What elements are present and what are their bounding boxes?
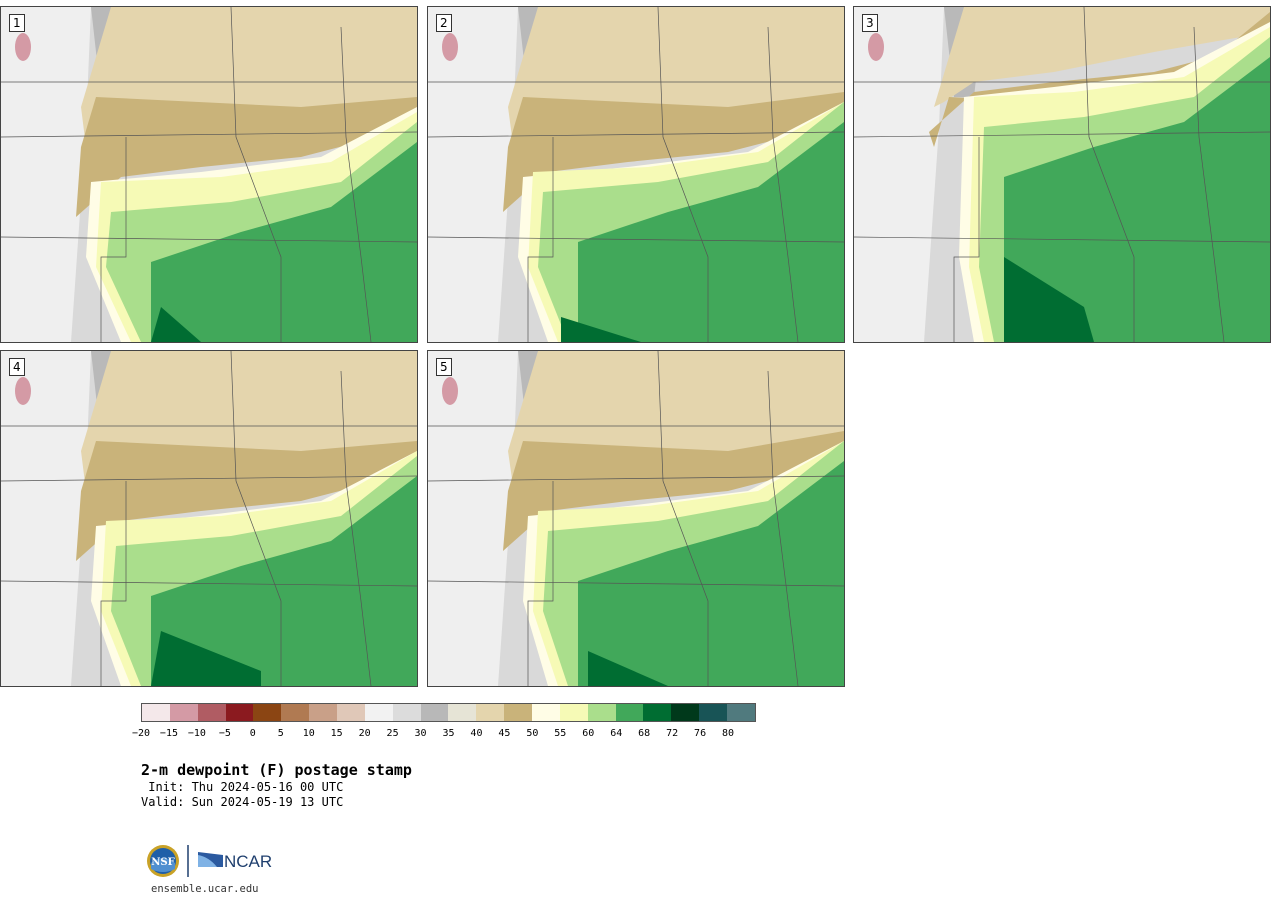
map-fill — [1, 7, 417, 342]
colorbar-swatch — [699, 704, 728, 721]
member-label: 5 — [436, 358, 452, 376]
colorbar-swatch — [392, 704, 421, 721]
colorbar-tick-label: −10 — [187, 728, 206, 739]
map-fill — [428, 7, 844, 342]
colorbar-tick-label: 30 — [414, 728, 427, 739]
state-boundaries — [428, 351, 844, 686]
map-fill — [854, 7, 1270, 342]
ncar-logo-icon: NCAR — [198, 852, 272, 871]
ncar-text: NCAR — [224, 852, 272, 871]
colorbar-swatch — [587, 704, 616, 721]
colorbar-tick-label: 10 — [302, 728, 315, 739]
colorbar-swatch — [281, 704, 310, 721]
colorbar-swatch — [671, 704, 700, 721]
colorbar-tick-label: 25 — [386, 728, 399, 739]
state-boundaries — [428, 7, 844, 342]
colorbar-swatch — [225, 704, 254, 721]
colorbar-swatch — [448, 704, 477, 721]
stamp-panel-1: 1 — [0, 6, 418, 343]
colorbar-swatch — [253, 704, 282, 721]
colorbar-swatch — [364, 704, 393, 721]
colorbar-tick-labels: −20 −15 −10 −5 0 5 10 15 20 25 30 35 40 45 50 55 60 64 68 7… — [132, 728, 756, 742]
colorbar-tick-label: 76 — [694, 728, 707, 739]
colorbar-swatch — [504, 704, 533, 721]
colorbar-tick-label: 15 — [330, 728, 343, 739]
colorbar-swatch — [337, 704, 365, 721]
colorbar-swatch — [727, 704, 755, 721]
colorbar-tick-label: 60 — [582, 728, 595, 739]
colorbar-tick-label: 68 — [638, 728, 651, 739]
colorbar-swatch — [643, 704, 672, 721]
colorbar-tick-label: −15 — [159, 728, 178, 739]
member-label: 2 — [436, 14, 452, 32]
colorbar-swatch — [615, 704, 644, 721]
colorbar-tick-label: −5 — [218, 728, 231, 739]
page-title: 2-m dewpoint (F) postage stamp — [141, 761, 412, 779]
dewpoint-map-3 — [854, 7, 1270, 342]
colorbar — [141, 703, 756, 722]
member-label: 1 — [9, 14, 25, 32]
colorbar-swatch — [169, 704, 198, 721]
colorbar-tick-label: 5 — [277, 728, 284, 739]
colorbar-tick-label: 72 — [666, 728, 679, 739]
nsf-text: NSF — [151, 857, 174, 868]
colorbar-tick-label: −20 — [131, 728, 151, 739]
colorbar-swatch — [476, 704, 505, 721]
member-label: 3 — [862, 14, 878, 32]
logos: NSF NCAR — [147, 845, 272, 877]
colorbar-tick-label: 55 — [554, 728, 567, 739]
colorbar-swatch — [142, 704, 170, 721]
colorbar-swatch — [197, 704, 226, 721]
valid-time: Valid: Sun 2024-05-19 13 UTC — [141, 795, 344, 809]
init-time: Init: Thu 2024-05-16 00 UTC — [141, 780, 344, 794]
dewpoint-map-2 — [428, 7, 844, 342]
stamp-panel-4: 4 — [0, 350, 418, 687]
stamp-panel-3: 3 — [853, 6, 1271, 343]
stamp-panel-5: 5 — [427, 350, 845, 687]
member-label: 4 — [9, 358, 25, 376]
dewpoint-map-1 — [1, 7, 417, 342]
colorbar-tick-label: 80 — [722, 728, 735, 739]
state-boundaries — [1, 351, 417, 686]
state-boundaries — [854, 7, 1270, 342]
colorbar-tick-label: 0 — [249, 728, 256, 739]
map-fill — [428, 351, 844, 686]
stamp-panel-2: 2 — [427, 6, 845, 343]
colorbar-tick-label: 20 — [358, 728, 371, 739]
dewpoint-map-4 — [1, 351, 417, 686]
footer-url: ensemble.ucar.edu — [151, 883, 259, 895]
colorbar-tick-label: 64 — [610, 728, 623, 739]
colorbar-swatch — [559, 704, 588, 721]
dewpoint-map-5 — [428, 351, 844, 686]
colorbar-tick-label: 35 — [442, 728, 455, 739]
colorbar-tick-label: 50 — [526, 728, 539, 739]
colorbar-swatch — [532, 704, 560, 721]
colorbar-swatch — [309, 704, 338, 721]
state-boundaries — [1, 7, 417, 342]
colorbar-swatch — [420, 704, 449, 721]
colorbar-tick-label: 40 — [470, 728, 483, 739]
nsf-logo-icon: NSF — [147, 845, 179, 877]
colorbar-tick-label: 45 — [498, 728, 511, 739]
map-fill — [1, 351, 417, 686]
